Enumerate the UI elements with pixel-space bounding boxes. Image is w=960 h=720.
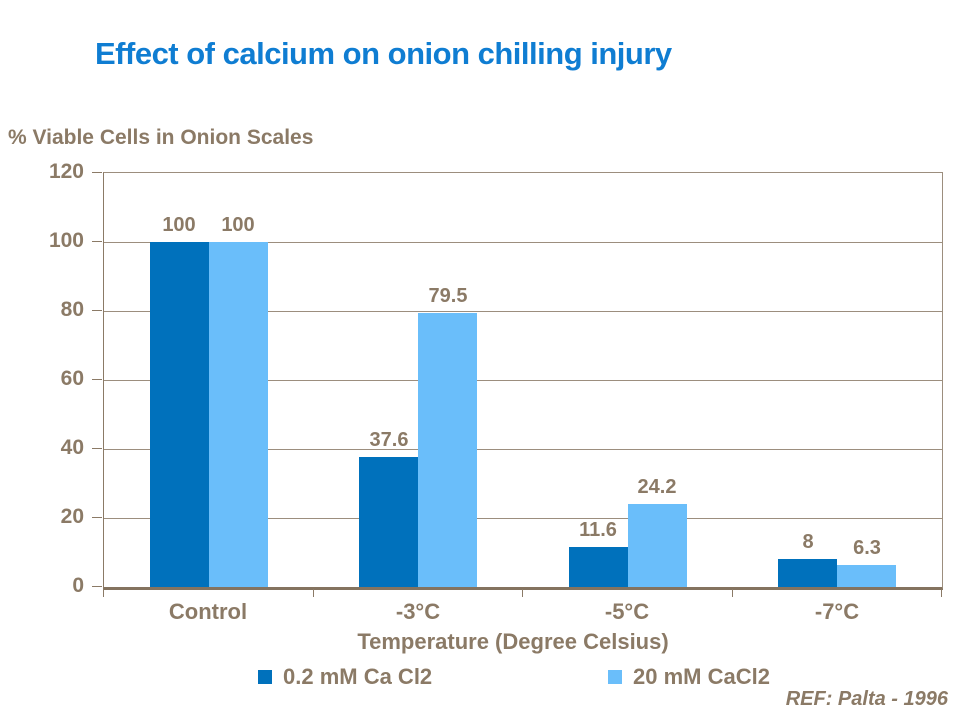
y-axis-tick xyxy=(92,379,102,380)
gridline xyxy=(104,242,942,243)
gridline xyxy=(104,311,942,312)
bar-value-label: 8 xyxy=(802,531,814,553)
bar-series1 xyxy=(150,242,209,587)
x-axis-tick xyxy=(313,589,314,597)
y-axis-title: % Viable Cells in Onion Scales xyxy=(8,126,314,149)
bar-value-label: 79.5 xyxy=(428,285,468,307)
gridline xyxy=(104,380,942,381)
bar-series1 xyxy=(569,547,628,587)
series2-swatch-icon xyxy=(608,669,622,684)
y-tick-label: 80 xyxy=(60,298,84,321)
bar-series2 xyxy=(418,313,477,587)
x-axis-tick xyxy=(941,589,942,597)
bar-series1 xyxy=(359,457,418,587)
x-axis-tick xyxy=(522,589,523,597)
y-tick-label: 0 xyxy=(72,574,84,597)
bar-value-label: 100 xyxy=(162,214,196,236)
gridline xyxy=(104,518,942,519)
y-axis-tick xyxy=(92,448,102,449)
x-axis-title: Temperature (Degree Celsius) xyxy=(357,629,669,654)
bar-series2 xyxy=(628,504,687,587)
y-tick-label: 20 xyxy=(60,505,84,528)
y-tick-label: 120 xyxy=(48,160,84,183)
legend-label-series1: 0.2 mM Ca Cl2 xyxy=(283,663,433,689)
x-axis-tick xyxy=(103,589,104,597)
y-axis-tick xyxy=(92,586,102,587)
bar-value-label: 100 xyxy=(221,214,255,236)
x-category-label: -7°C xyxy=(814,599,860,624)
y-tick-label: 60 xyxy=(60,367,84,390)
x-category-label: Control xyxy=(168,599,248,624)
y-tick-label: 100 xyxy=(48,229,84,252)
bar-value-label: 6.3 xyxy=(853,537,881,559)
x-category-label: -3°C xyxy=(395,599,441,624)
reference-note: REF: Palta - 1996 xyxy=(785,688,948,710)
bar-series1 xyxy=(778,559,837,587)
chart-title: Effect of calcium on onion chilling inju… xyxy=(95,36,672,71)
bar-value-label: 24.2 xyxy=(637,476,677,498)
x-axis-tick xyxy=(732,589,733,597)
y-axis-tick xyxy=(92,172,102,173)
y-tick-label: 40 xyxy=(60,436,84,459)
y-axis-tick xyxy=(92,241,102,242)
y-axis-tick xyxy=(92,517,102,518)
legend-label-series2: 20 mM CaCl2 xyxy=(633,663,770,689)
bar-series2 xyxy=(209,242,268,587)
legend-item-series2: 20 mM CaCl2 xyxy=(608,663,770,689)
bar-value-label: 37.6 xyxy=(369,429,409,451)
bar-series2 xyxy=(837,565,896,587)
plot-area: 100 100 37.6 79.5 11.6 24.2 8 6.3 xyxy=(103,172,943,590)
y-axis-tick xyxy=(92,310,102,311)
x-category-label: -5°C xyxy=(604,599,650,624)
legend-item-series1: 0.2 mM Ca Cl2 xyxy=(258,663,433,689)
gridline xyxy=(104,449,942,450)
series1-swatch-icon xyxy=(258,669,272,684)
bar-value-label: 11.6 xyxy=(579,519,617,541)
